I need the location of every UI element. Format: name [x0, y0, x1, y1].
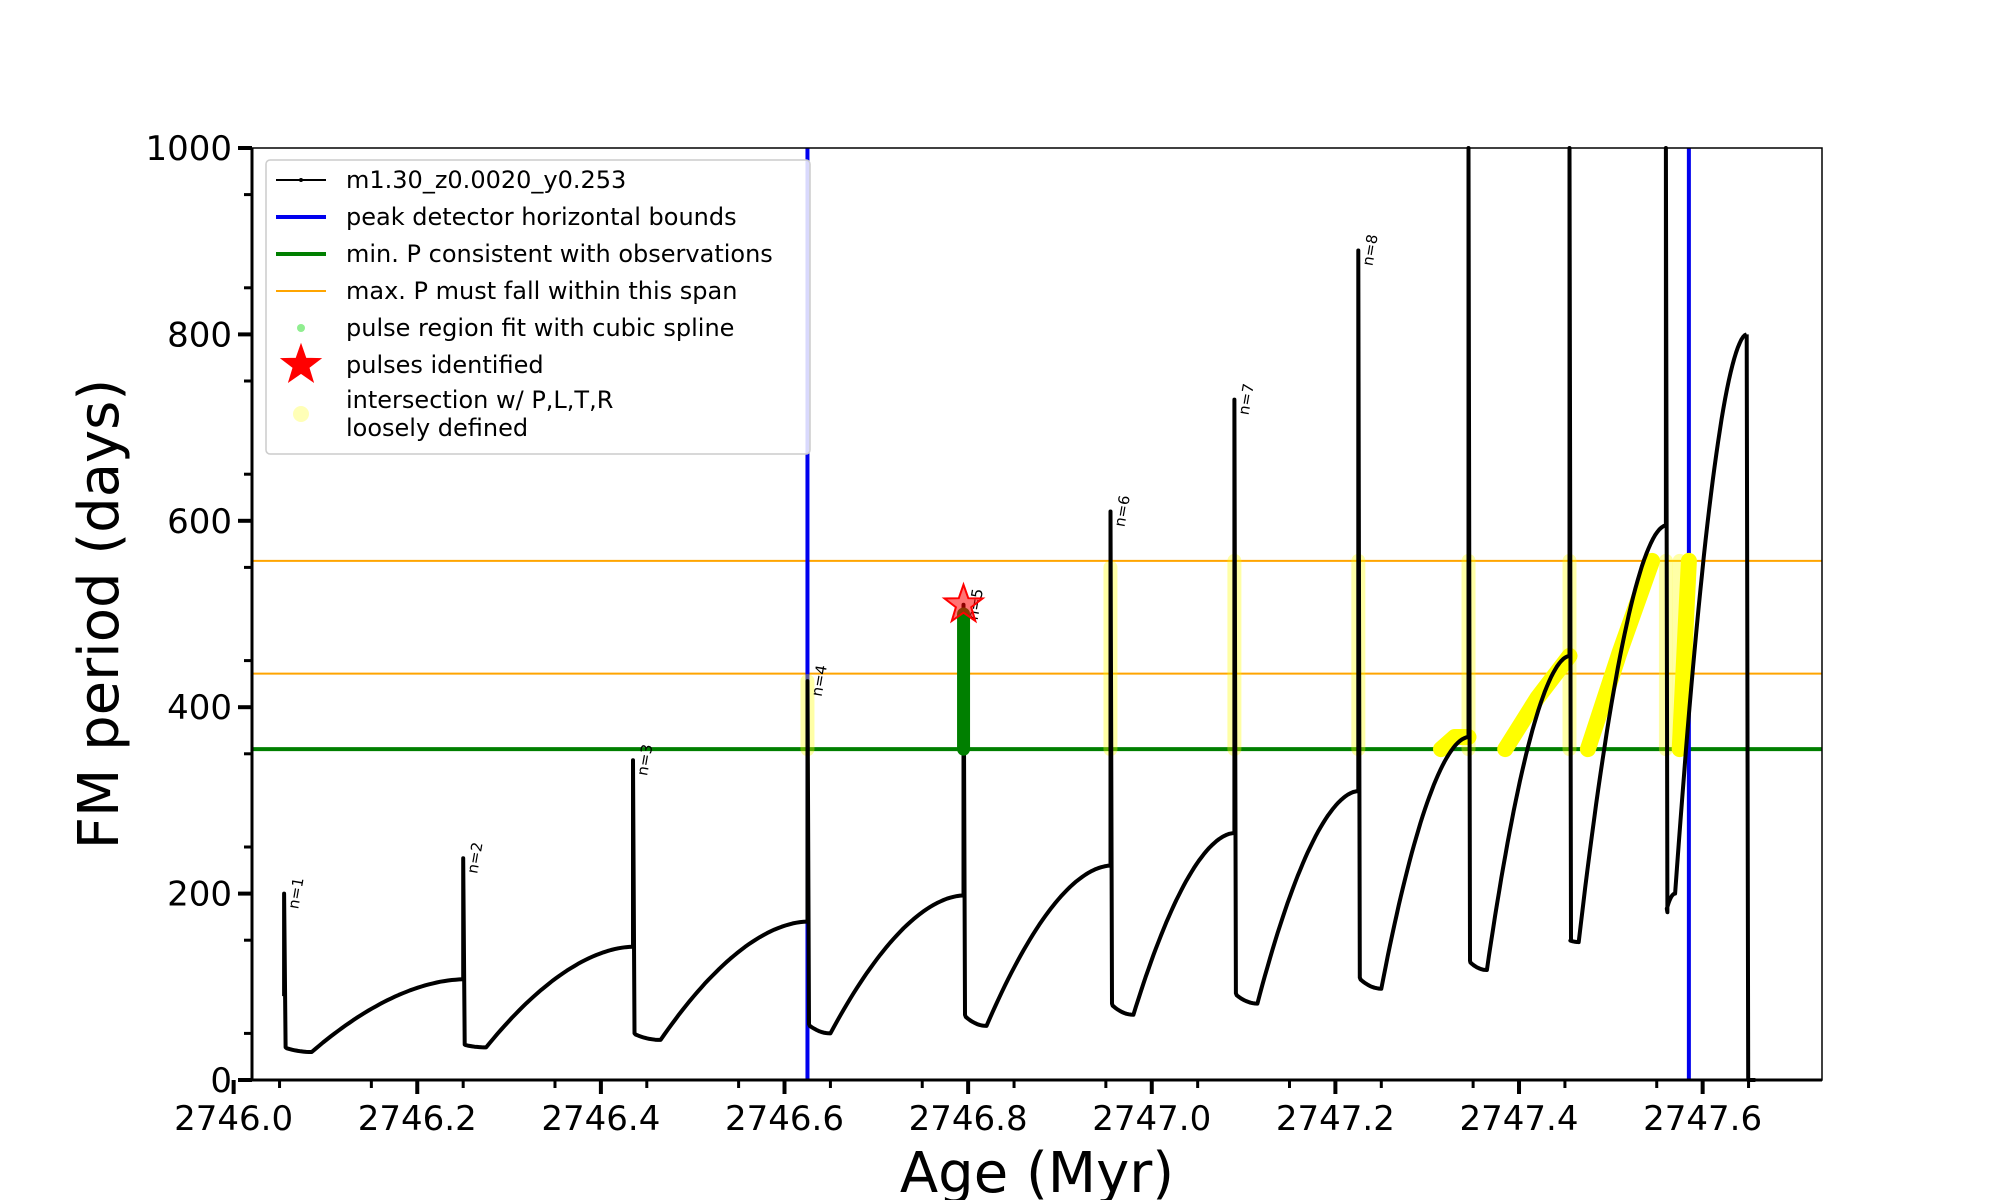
series-segment	[1567, 146, 1667, 945]
y-tick-label: 1000	[145, 129, 232, 169]
legend-swatch	[297, 324, 305, 332]
y-tick-label: 800	[167, 315, 232, 355]
legend-label-line: loosely defined	[346, 414, 528, 442]
legend-swatch	[293, 406, 309, 422]
legend-label-line: min. P consistent with observations	[346, 240, 773, 268]
legend-label-line: m1.30_z0.0020_y0.253	[346, 166, 626, 194]
legend-label: min. P consistent with observations	[346, 240, 773, 268]
legend-label-line: intersection w/ P,L,T,R	[346, 386, 613, 414]
legend-label: m1.30_z0.0020_y0.253	[346, 166, 626, 194]
x-tick-label: 2746.0	[174, 1099, 293, 1139]
x-tick-label: 2746.4	[541, 1099, 660, 1139]
pulse-label: n=1	[284, 876, 307, 910]
pulse-label: n=6	[1111, 494, 1134, 528]
legend-label-line: max. P must fall within this span	[346, 277, 737, 305]
x-tick-label: 2747.4	[1460, 1099, 1579, 1139]
legend-label-line: pulse region fit with cubic spline	[346, 314, 734, 342]
series-segment	[1356, 248, 1469, 991]
y-axis-title: FM period (days)	[67, 379, 132, 849]
pulse-label: n=8	[1359, 233, 1382, 267]
y-tick-label: 400	[167, 688, 232, 728]
y-tick-label: 600	[167, 502, 232, 542]
series-segment	[1466, 146, 1570, 972]
series-segment	[961, 602, 1111, 1028]
series-segment	[1232, 397, 1359, 1006]
pulse-label: n=7	[1235, 382, 1258, 416]
series-segment	[805, 679, 964, 1036]
x-tick-label: 2747.0	[1092, 1099, 1211, 1139]
pulse-label: n=3	[633, 743, 656, 777]
x-tick-label: 2746.8	[909, 1099, 1028, 1139]
series-segment	[1744, 334, 1756, 1082]
legend-swatch-marker	[299, 178, 303, 182]
legend-swatch-star	[279, 342, 323, 384]
pulse-markers	[941, 581, 986, 756]
intersection-curve	[1497, 647, 1578, 758]
y-tick-label: 200	[167, 875, 232, 915]
intersection-curve	[1671, 552, 1697, 758]
y-tick-label: 0	[210, 1061, 232, 1101]
series-segment	[1108, 509, 1235, 1017]
x-tick-label: 2747.2	[1276, 1099, 1395, 1139]
x-tick-label: 2746.2	[358, 1099, 477, 1139]
intersection-highlights	[800, 552, 1697, 758]
legend-label-line: pulses identified	[346, 351, 544, 379]
x-axis-title: Age (Myr)	[900, 1141, 1174, 1200]
pulse-label: n=4	[808, 664, 831, 698]
series-segment	[461, 856, 634, 1050]
legend-label: pulse region fit with cubic spline	[346, 314, 734, 342]
legend-label: intersection w/ P,L,T,R loosely defined	[346, 386, 613, 442]
legend-label: max. P must fall within this span	[346, 277, 737, 305]
axes: 2746.0 2746.2 2746.4 2746.6 2746.8 2747.0 2747…	[145, 129, 1823, 1139]
legend-label: pulses identified	[346, 351, 544, 379]
series-segment	[282, 891, 464, 1054]
legend-box	[265, 159, 811, 455]
pulse-label: n=2	[463, 841, 486, 875]
legend-label: peak detector horizontal bounds	[346, 203, 737, 231]
series-segment	[1663, 146, 1748, 915]
x-tick-label: 2746.6	[725, 1099, 844, 1139]
series-segment	[631, 758, 808, 1042]
pulse-identified-star	[941, 581, 986, 624]
x-tick-label: 2747.6	[1643, 1099, 1762, 1139]
legend-label-line: peak detector horizontal bounds	[346, 203, 737, 231]
